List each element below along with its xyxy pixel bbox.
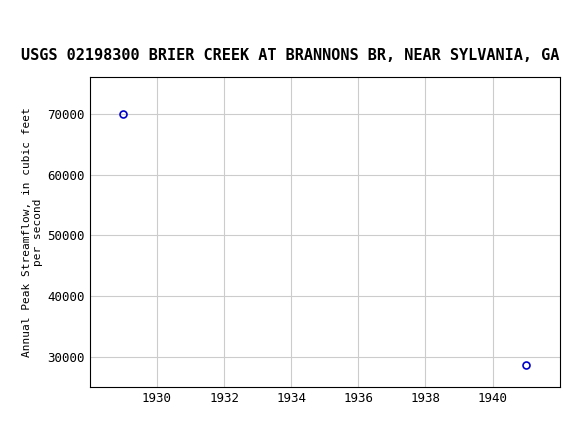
Text: USGS 02198300 BRIER CREEK AT BRANNONS BR, NEAR SYLVANIA, GA: USGS 02198300 BRIER CREEK AT BRANNONS BR… — [21, 49, 559, 63]
Y-axis label: Annual Peak Streamflow, in cubic feet
per second: Annual Peak Streamflow, in cubic feet pe… — [22, 108, 44, 357]
Text: USGS: USGS — [41, 9, 96, 27]
